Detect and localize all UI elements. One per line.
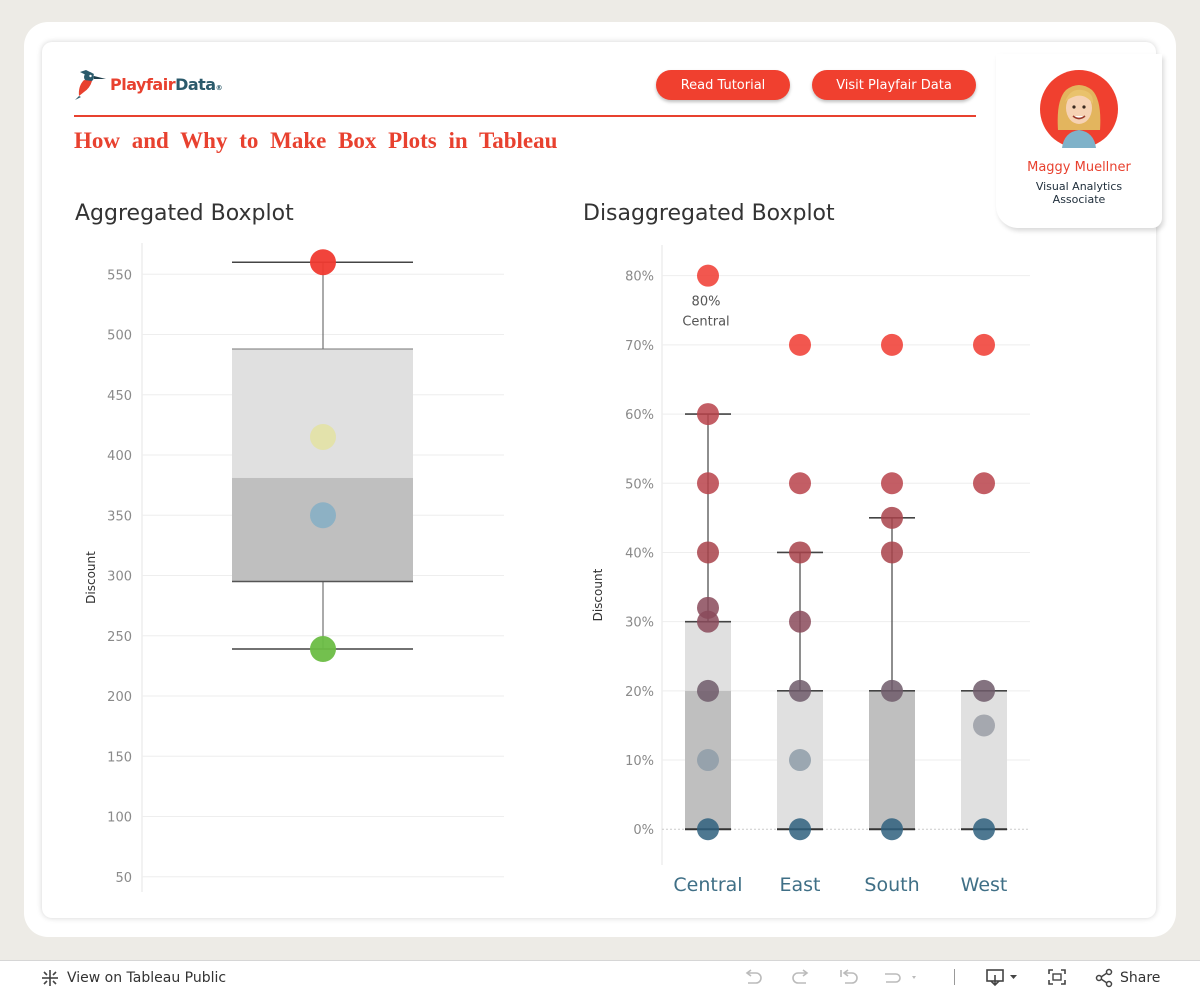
toolbar-divider [954,969,955,985]
author-avatar [1040,70,1118,148]
view-on-tableau-public-label: View on Tableau Public [67,970,227,986]
annotation-value: 80% [692,295,721,310]
data-point [697,679,719,702]
data-point [789,541,811,564]
logo-wordmark: PlayfairData® [110,74,223,94]
data-point [697,541,719,564]
y-tick-label: 550 [107,268,132,283]
tableau-logo-icon [42,970,58,986]
share-label: Share [1120,970,1161,986]
category-label: West [961,874,1008,896]
y-tick-label: 70% [625,339,654,354]
box-lower-half [961,690,1007,830]
box-upper-half [685,621,731,691]
y-tick-label: 300 [107,570,132,585]
y-tick-label: 50 [115,871,132,886]
category-label: Central [673,874,742,896]
kingfisher-bird-icon [75,70,106,100]
y-axis-title: Discount [591,568,605,621]
category-label: South [864,874,919,896]
data-point [881,472,903,495]
read-tutorial-button[interactable]: Read Tutorial [656,70,790,100]
data-point [789,472,811,495]
author-card[interactable]: Maggy Muellner Visual Analytics Associat… [996,54,1162,228]
data-point [973,818,995,841]
boxplot-charts: 50 100 150 200 250 300 350 400 450 500 550 Discount… [84,243,1030,896]
data-point [881,506,903,529]
author-role: Visual Analytics Associate [1035,180,1123,206]
y-tick-label: 0% [633,823,654,838]
data-point [789,818,811,841]
data-point [789,333,811,356]
refresh-dropdown-icon[interactable] [882,967,918,987]
y-tick-label: 500 [107,329,132,344]
data-point [697,596,719,619]
share-button[interactable]: Share [1094,968,1160,988]
data-point [310,502,336,529]
redo-icon[interactable] [790,967,812,987]
y-tick-label: 350 [107,509,132,524]
box-lower-half [869,690,915,830]
revert-icon[interactable] [838,967,860,987]
data-point [973,333,995,356]
data-point [697,818,719,841]
y-tick-label: 250 [107,630,132,645]
y-tick-label: 100 [107,811,132,826]
y-tick-label: 60% [625,408,654,423]
annotation-category: Central [682,315,729,330]
data-point [881,541,903,564]
data-point [697,264,719,287]
y-tick-label: 30% [625,616,654,631]
data-point [697,403,719,426]
data-point [973,472,995,495]
data-point [789,610,811,633]
data-point [310,636,336,663]
data-point [973,679,995,702]
data-point [697,749,719,772]
data-point [789,749,811,772]
y-tick-label: 10% [625,754,654,769]
data-point [310,249,336,276]
title-divider [74,115,976,117]
data-point [310,423,336,450]
fullscreen-icon[interactable] [1046,967,1068,987]
y-axis-title: Discount [84,551,98,604]
data-point [881,333,903,356]
disaggregated-chart-title: Disaggregated Boxplot [583,201,835,226]
y-tick-label: 450 [107,389,132,404]
y-tick-label: 20% [625,685,654,700]
download-icon[interactable] [984,967,1024,987]
box-upper-half [232,348,413,478]
data-point [881,679,903,702]
data-point [697,472,719,495]
y-tick-label: 150 [107,750,132,765]
view-on-tableau-public-link[interactable]: View on Tableau Public [40,968,226,988]
playfair-data-logo[interactable]: PlayfairData® [72,66,223,102]
y-tick-label: 50% [625,477,654,492]
data-point [881,818,903,841]
y-tick-label: 80% [625,270,654,285]
category-label: East [780,874,821,896]
undo-icon[interactable] [742,967,764,987]
aggregated-chart-title: Aggregated Boxplot [75,201,294,226]
data-point [789,679,811,702]
author-name: Maggy Muellner [1027,160,1131,175]
data-point [973,714,995,737]
y-tick-label: 40% [625,546,654,561]
page-title: How and Why to Make Box Plots in Tableau [74,128,558,153]
y-tick-label: 400 [107,449,132,464]
share-icon [1095,968,1113,988]
tableau-toolbar: View on Tableau Public Share [0,960,1200,992]
y-tick-label: 200 [107,690,132,705]
box-lower-half [232,477,413,582]
visit-playfair-data-button[interactable]: Visit Playfair Data [812,70,976,100]
